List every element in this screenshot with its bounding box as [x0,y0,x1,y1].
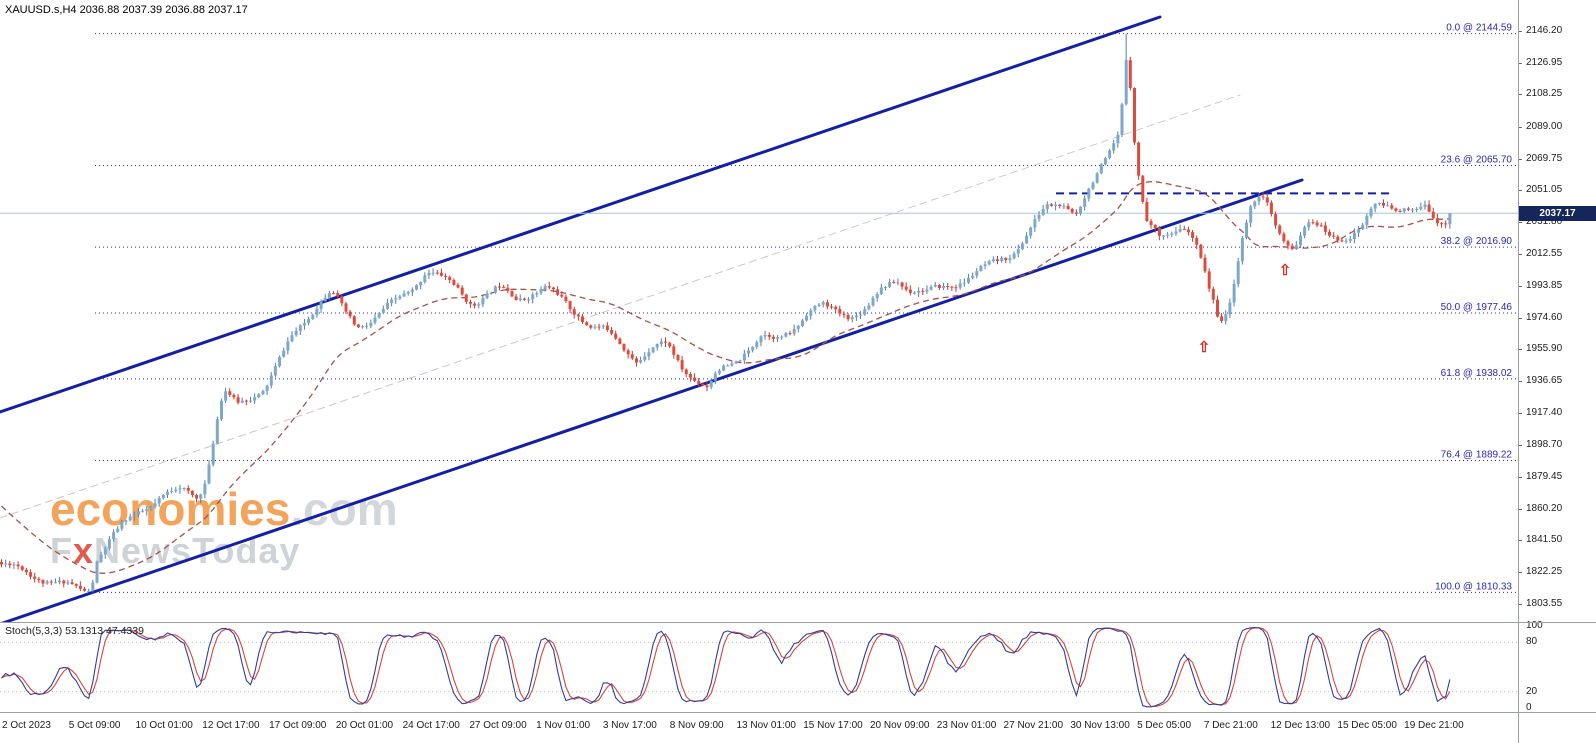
time-label: 15 Nov 17:00 [803,720,863,731]
axis-tick-mark [1518,63,1522,65]
fib-label: 76.4 @ 1889.22 [1441,450,1513,461]
up-arrow-icon[interactable]: ⇧ [1279,262,1292,279]
time-label: 20 Nov 09:00 [870,720,930,731]
price-tick: 1898.70 [1526,438,1563,450]
axis-tick-mark [1518,476,1522,478]
price-tick: 2126.95 [1526,57,1563,69]
axis-tick-mark [1518,126,1522,128]
axis-tick-mark [1518,349,1522,351]
channel-median-line[interactable] [0,94,1241,519]
price-tick: 2012.55 [1526,248,1563,260]
stochastic-indicator-label: Stoch(5,3,3) 53.1313 47.4339 [5,625,144,637]
axis-tick-mark [1518,158,1522,160]
axis-tick-mark [1518,540,1522,542]
time-label: 8 Nov 09:00 [669,720,724,731]
time-label: 27 Nov 21:00 [1003,720,1064,731]
price-tick: 1917.40 [1526,407,1563,419]
chart-ohlc-title: XAUUSD.s,H4 2036.88 2037.39 2036.88 2037… [5,4,248,16]
candles [0,33,1452,593]
price-tick: 2069.75 [1526,152,1563,164]
time-label: 7 Dec 21:00 [1203,720,1258,731]
fib-label: 0.0 @ 2144.59 [1446,23,1512,34]
up-arrow-icon[interactable]: ⇧ [1198,339,1211,356]
time-label: 30 Nov 13:00 [1070,720,1130,731]
time-label: 12 Oct 17:00 [202,720,260,731]
time-label: 5 Oct 09:00 [68,720,121,731]
time-axis[interactable]: 2 Oct 2023 5 Oct 09:00 10 Oct 01:00 12 Oct … [0,712,1518,743]
time-label: 20 Oct 01:00 [335,720,394,731]
time-label: 3 Nov 17:00 [602,720,657,731]
axis-tick-mark [1518,413,1522,415]
time-label: 27 Oct 09:00 [469,720,527,731]
fib-label: 61.8 @ 1938.02 [1441,368,1513,379]
axis-tick-mark [1518,254,1522,256]
stoch-main-line [1,626,1451,708]
time-label: 17 Oct 09:00 [269,720,327,731]
price-tick: 1993.85 [1526,279,1563,291]
stoch-axis-tick: 20 [1526,685,1538,697]
axis-tick-mark [1518,94,1522,96]
axis-tick-mark [1518,222,1522,224]
time-label: 5 Dec 05:00 [1137,720,1192,731]
fib-label: 23.6 @ 2065.70 [1441,155,1513,166]
time-label: 13 Nov 01:00 [736,720,796,731]
price-tick: 1860.20 [1526,503,1563,514]
price-axis-border [1518,0,1519,743]
price-tick: 2031.80 [1526,216,1563,228]
fib-label: 50.0 @ 1977.46 [1441,302,1513,313]
time-label: 24 Oct 17:00 [402,720,460,731]
axis-divider [0,712,1596,713]
axis-tick-mark [1518,444,1522,446]
tagline-x-mark: x [73,529,95,571]
fib-label: 38.2 @ 2016.90 [1441,236,1513,247]
price-chart-pane[interactable]: 0.0 @ 2144.59 23.6 @ 2065.70 38.2 @ 2016.9… [0,0,1518,622]
axis-tick-mark [1518,285,1522,287]
price-tick: 1936.65 [1526,375,1563,387]
time-label: 23 Nov 01:00 [936,720,997,731]
time-label: 12 Dec 13:00 [1270,720,1331,731]
time-label: 10 Oct 01:00 [135,720,193,731]
time-label: 1 Nov 01:00 [536,720,591,731]
axis-tick-mark [1518,509,1522,510]
price-tick: 1974.60 [1526,311,1563,323]
price-tick: 2108.25 [1526,88,1563,100]
price-tick: 2051.05 [1526,183,1563,195]
time-label: 2 Oct 2023 [2,720,51,731]
stoch-axis-tick: 0 [1526,702,1532,713]
stochastic-pane[interactable] [0,622,1518,712]
price-tick: 1841.50 [1526,534,1563,546]
fib-retracement: 0.0 @ 2144.59 23.6 @ 2065.70 38.2 @ 2016.9… [95,23,1518,593]
watermark-tagline: FxNewsToday [50,529,301,571]
time-label: 15 Dec 05:00 [1337,720,1397,731]
channel-upper-line[interactable] [0,15,1162,414]
pane-divider[interactable] [0,622,1596,623]
price-axis[interactable]: 2037.17 2146.20 2126.95 2108.25 2089.00 2069… [1518,0,1596,743]
time-label: 19 Dec 21:00 [1404,720,1464,731]
axis-tick-mark [1518,381,1522,383]
price-tick: 2146.20 [1526,24,1563,36]
stoch-signal-line [1,627,1451,708]
axis-tick-mark [1518,572,1522,574]
moving-average-line[interactable] [1,181,1450,574]
price-tick: 1955.90 [1526,343,1563,355]
price-tick: 1822.25 [1526,566,1563,578]
stoch-axis-tick: 80 [1526,636,1538,648]
price-tick: 1879.45 [1526,470,1563,482]
price-tick: 1803.55 [1526,597,1563,609]
channel-lower-line[interactable] [0,178,1304,622]
axis-tick-mark [1518,603,1522,605]
fib-label: 100.0 @ 1810.33 [1435,581,1512,592]
stoch-axis-tick: 100 [1526,620,1543,631]
axis-tick-mark [1518,189,1522,191]
axis-tick-mark [1518,30,1522,32]
current-price-badge: 2037.17 [1519,205,1596,221]
price-tick: 2089.00 [1526,120,1563,132]
axis-tick-mark [1518,317,1522,319]
brand-logo-text: economies [50,483,291,535]
